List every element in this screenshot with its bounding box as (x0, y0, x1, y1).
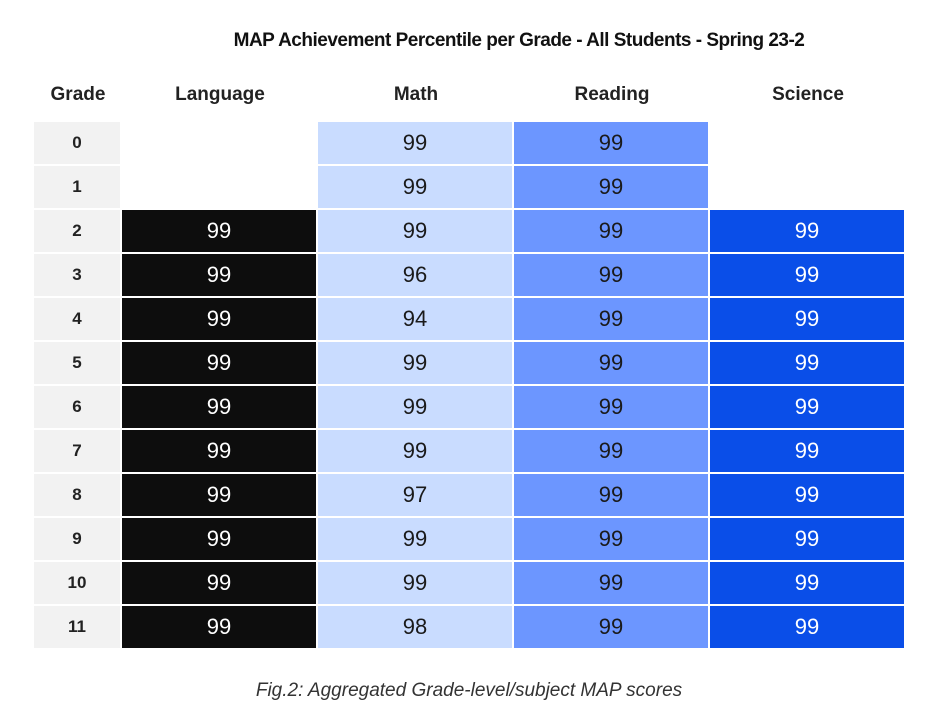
grade-label-cell: 6 (34, 386, 120, 428)
grade-label-cell: 7 (34, 430, 120, 472)
grade-label-cell: 9 (34, 518, 120, 560)
cell-reading: 99 (514, 342, 708, 384)
cell-language: 99 (122, 474, 316, 516)
cell-reading: 99 (514, 122, 708, 164)
grade-label-cell: 0 (34, 122, 120, 164)
cell-science: 99 (710, 210, 904, 252)
grade-label-cell: 8 (34, 474, 120, 516)
cell-math: 99 (318, 166, 512, 208)
cell-math: 99 (318, 518, 512, 560)
cell-math: 99 (318, 430, 512, 472)
cell-math: 99 (318, 386, 512, 428)
cell-language: 99 (122, 386, 316, 428)
cell-reading: 99 (514, 166, 708, 208)
cell-language: 99 (122, 518, 316, 560)
cell-language: 99 (122, 254, 316, 296)
column-header-science: Science (772, 84, 844, 105)
cell-language: 99 (122, 606, 316, 648)
grade-label-cell: 5 (34, 342, 120, 384)
cell-language: 99 (122, 562, 316, 604)
cell-science: 99 (710, 518, 904, 560)
cell-math: 99 (318, 562, 512, 604)
cell-math: 99 (318, 210, 512, 252)
grade-label-cell: 4 (34, 298, 120, 340)
cell-science: 99 (710, 562, 904, 604)
column-header-math: Math (393, 84, 439, 105)
cell-reading: 99 (514, 298, 708, 340)
cell-science: 99 (710, 254, 904, 296)
grade-label-cell: 10 (34, 562, 120, 604)
column-header-grade: Grade (50, 84, 106, 105)
cell-science: 99 (710, 430, 904, 472)
cell-math: 99 (318, 122, 512, 164)
cell-science: 99 (710, 298, 904, 340)
cell-math: 99 (318, 342, 512, 384)
cell-reading: 99 (514, 430, 708, 472)
cell-math: 98 (318, 606, 512, 648)
cell-reading: 99 (514, 562, 708, 604)
figure-caption: Fig.2: Aggregated Grade-level/subject MA… (255, 680, 683, 701)
cell-science: 99 (710, 606, 904, 648)
cell-language: 99 (122, 342, 316, 384)
chart-title: MAP Achievement Percentile per Grade - A… (233, 30, 805, 51)
cell-language: 99 (122, 210, 316, 252)
cell-science (710, 122, 904, 164)
cell-science (710, 166, 904, 208)
cell-math: 97 (318, 474, 512, 516)
grade-label-cell: 2 (34, 210, 120, 252)
cell-reading: 99 (514, 254, 708, 296)
column-header-reading: Reading (574, 84, 650, 105)
grade-label-cell: 3 (34, 254, 120, 296)
grade-label-cell: 1 (34, 166, 120, 208)
cell-reading: 99 (514, 518, 708, 560)
grade-label-cell: 11 (34, 606, 120, 648)
cell-science: 99 (710, 342, 904, 384)
cell-science: 99 (710, 386, 904, 428)
cell-reading: 99 (514, 474, 708, 516)
cell-math: 96 (318, 254, 512, 296)
cell-science: 99 (710, 474, 904, 516)
cell-language (122, 166, 316, 208)
cell-reading: 99 (514, 210, 708, 252)
cell-reading: 99 (514, 606, 708, 648)
cell-math: 94 (318, 298, 512, 340)
column-header-row: Grade Language Math Reading Science (0, 84, 938, 112)
column-header-language: Language (175, 84, 265, 105)
cell-language: 99 (122, 298, 316, 340)
cell-language (122, 122, 316, 164)
cell-reading: 99 (514, 386, 708, 428)
cell-language: 99 (122, 430, 316, 472)
